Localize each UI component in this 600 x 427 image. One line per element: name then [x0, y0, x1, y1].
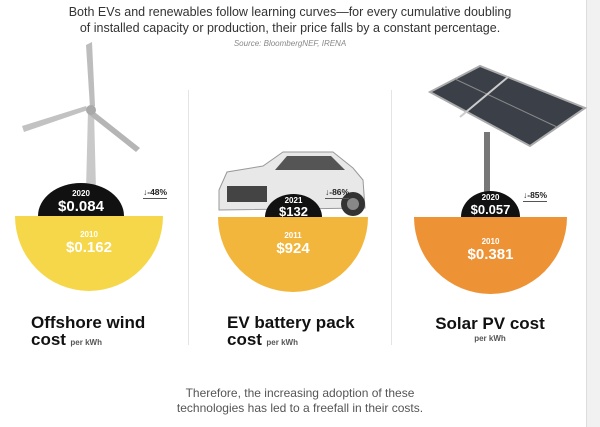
- header-line: of installed capacity or production, the…: [79, 21, 501, 35]
- old-value: $0.381: [467, 246, 514, 263]
- old-value: $924: [276, 240, 310, 257]
- title-line: Solar PV cost: [435, 314, 545, 333]
- old-cost-semicircle: 2011 $924: [218, 217, 368, 292]
- unit-label: per kWh: [266, 338, 298, 347]
- new-year: 2020: [481, 193, 500, 202]
- new-cost-dome: 2020 $0.057: [461, 191, 520, 217]
- new-year: 2020: [72, 189, 90, 198]
- title-line: cost: [31, 330, 66, 349]
- panel-title: Offshore wind cost per kWh: [31, 314, 145, 350]
- source-note: Source: BloombergNEF, IRENA: [233, 39, 347, 48]
- divider: [391, 90, 392, 345]
- title-line: EV battery pack: [227, 313, 355, 332]
- old-year: 2010: [481, 237, 500, 246]
- change-percent: ↓-86%: [325, 187, 350, 199]
- title-line: cost: [227, 330, 262, 349]
- change-percent: ↓-85%: [523, 190, 548, 202]
- title-line: Offshore wind: [31, 313, 146, 332]
- old-value: $0.162: [66, 239, 112, 256]
- footer-text: Therefore, the increasing adoption of th…: [120, 386, 480, 416]
- new-value: $0.084: [58, 198, 104, 215]
- scrollbar[interactable]: [586, 0, 600, 427]
- new-value: $0.057: [470, 202, 511, 217]
- car-image: [218, 151, 366, 216]
- old-cost-semicircle: 2010 $0.162: [15, 216, 163, 291]
- wind-turbine-image: [22, 42, 140, 190]
- footer-line: technologies has led to a freefall in th…: [176, 401, 424, 415]
- new-year: 2021: [284, 196, 303, 205]
- new-cost-dome: 2020 $0.084: [38, 183, 124, 216]
- header-line: Both EVs and renewables follow learning …: [68, 5, 512, 19]
- old-year: 2010: [80, 230, 98, 239]
- old-year: 2011: [284, 231, 302, 240]
- panel-title: Solar PV cost per kWh: [410, 315, 570, 343]
- divider: [188, 90, 189, 345]
- footer-line: Therefore, the increasing adoption of th…: [185, 386, 415, 400]
- new-cost-dome: 2021 $132: [265, 194, 322, 219]
- solar-panel-image: [427, 64, 588, 202]
- new-value: $132: [279, 204, 308, 219]
- old-cost-semicircle: 2010 $0.381: [414, 217, 567, 294]
- change-percent: ↓-48%: [143, 187, 168, 199]
- header-text: Both EVs and renewables follow learning …: [60, 4, 520, 36]
- panel-title: EV battery pack cost per kWh: [227, 314, 355, 350]
- unit-label: per kWh: [474, 334, 506, 343]
- unit-label: per kWh: [70, 338, 102, 347]
